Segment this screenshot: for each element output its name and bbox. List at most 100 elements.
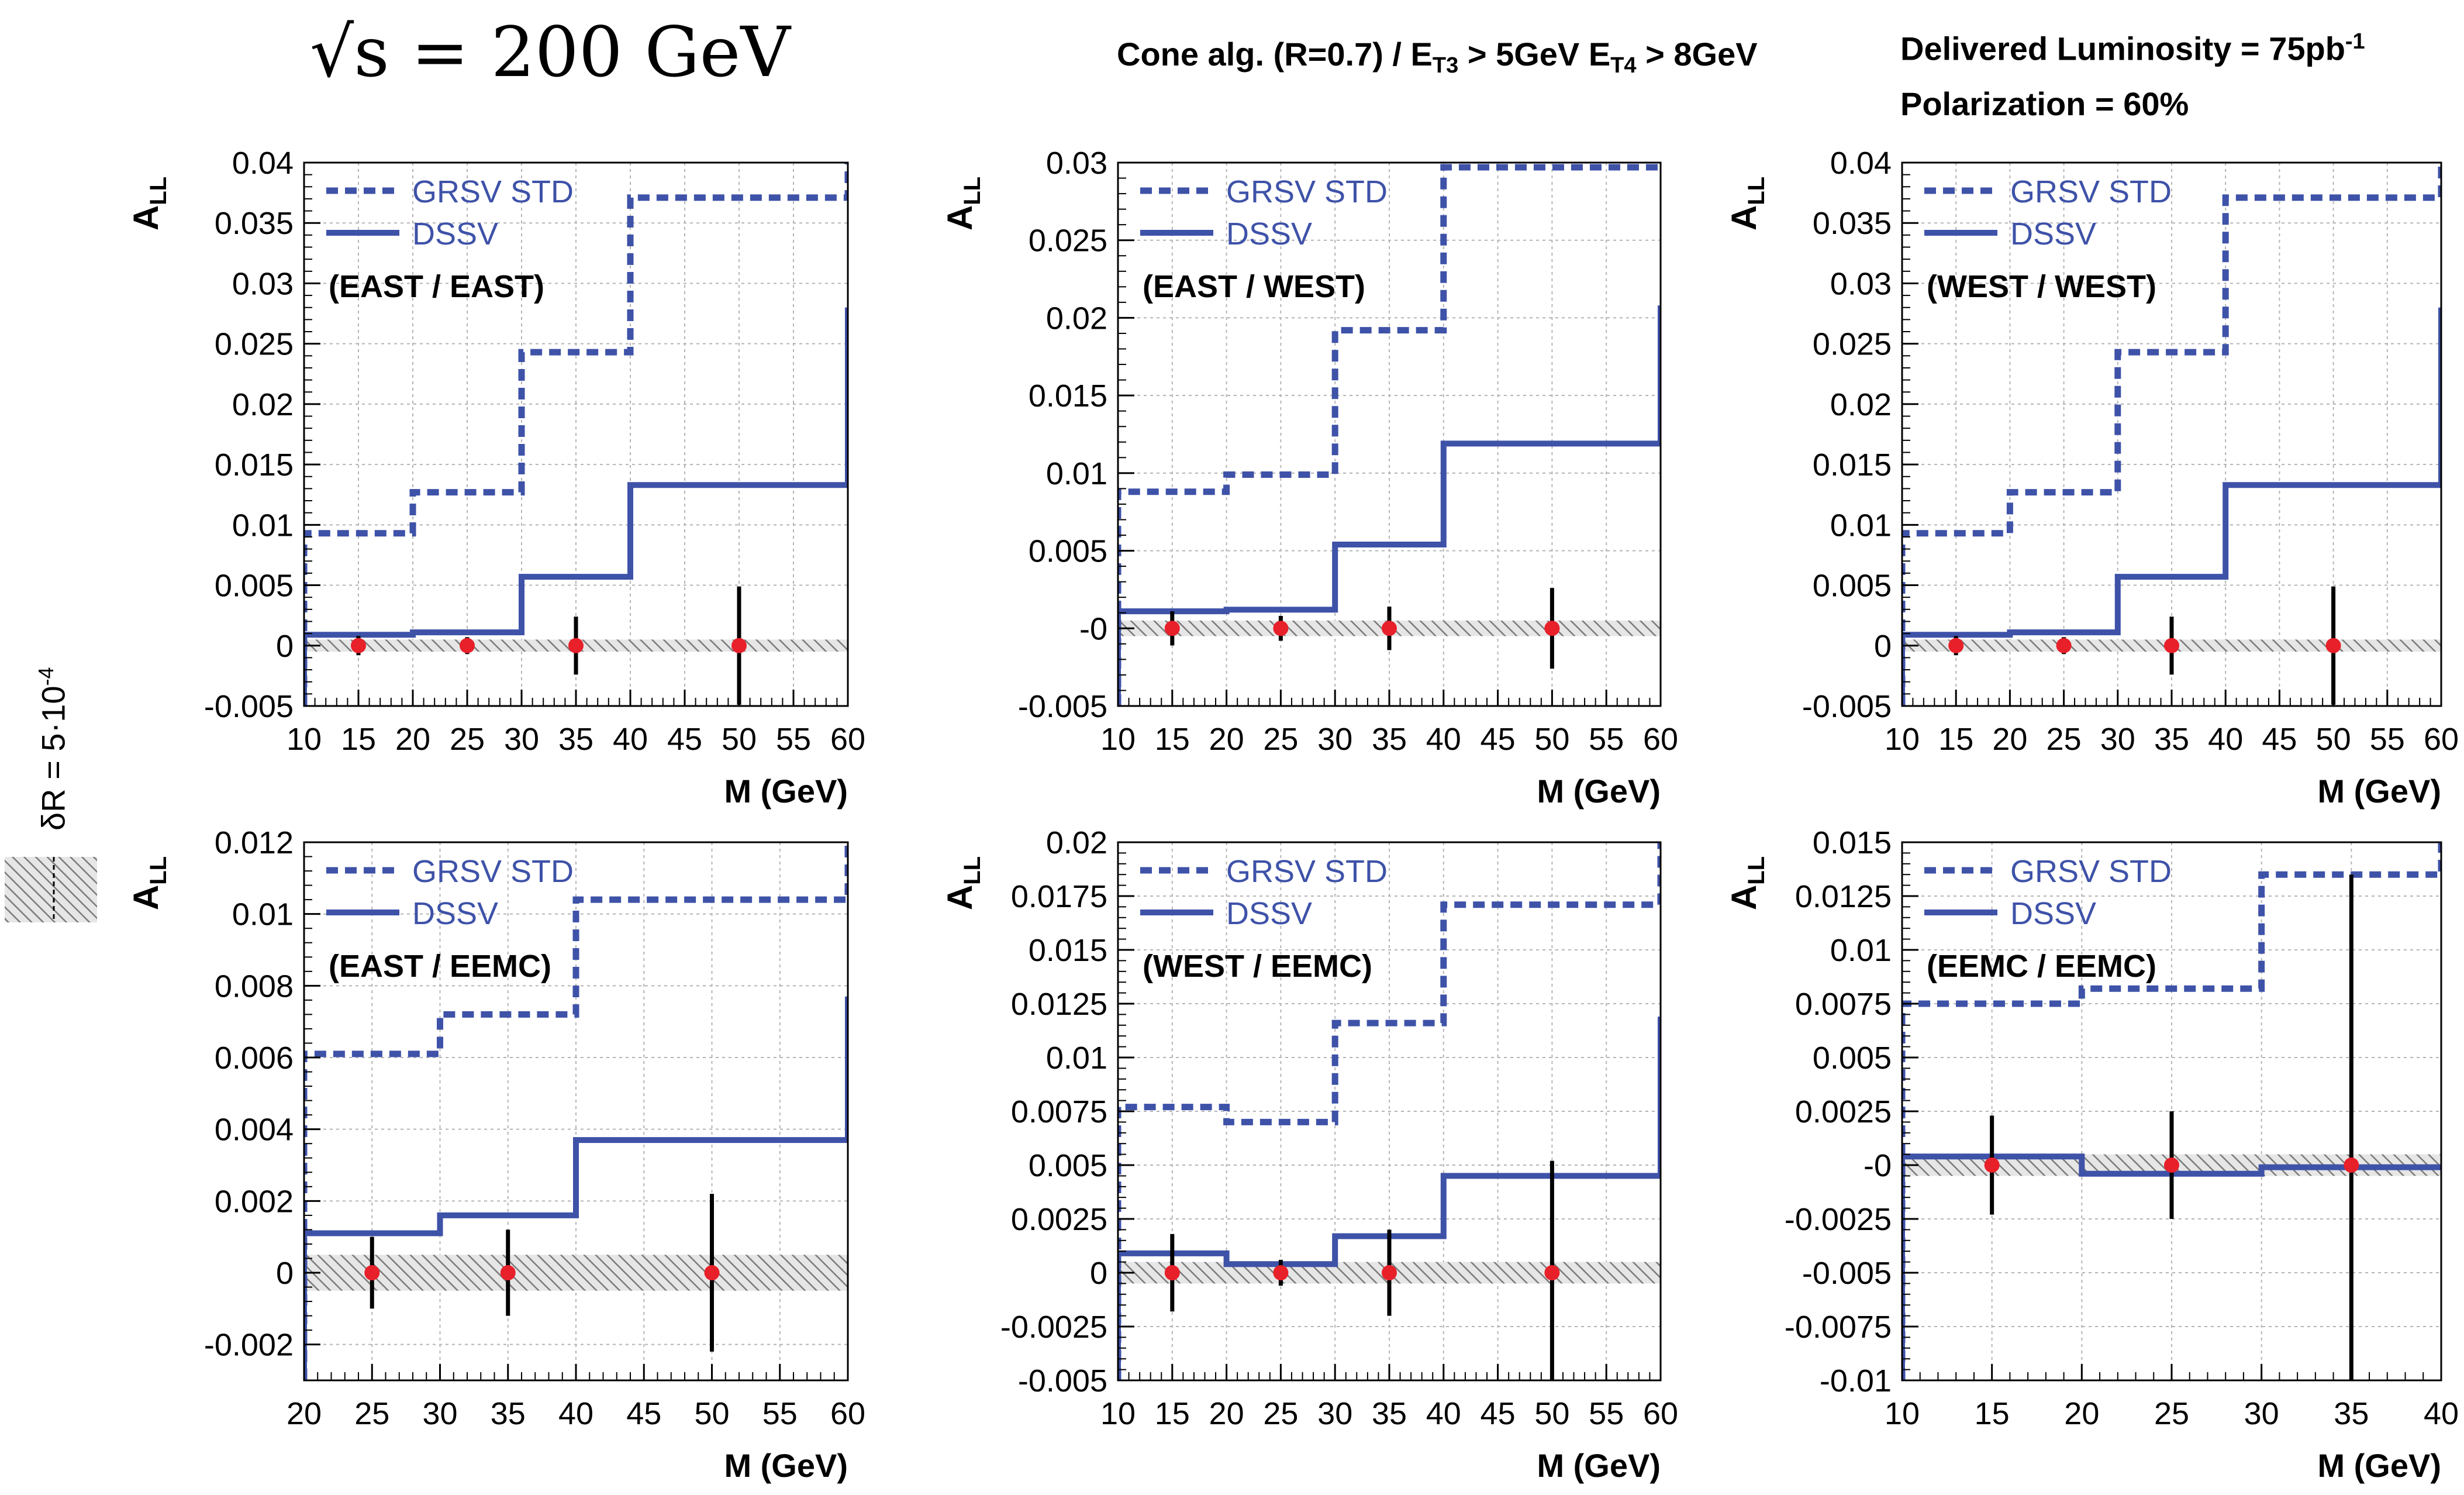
data-points [1164,1160,1560,1380]
x-tick-label: 10 [1885,722,1920,757]
x-tick-label: 30 [422,1396,457,1431]
data-points [364,1194,720,1352]
y-tick-label: -0.01 [1820,1363,1892,1398]
x-tick-label: 35 [491,1396,526,1431]
x-tick-label: 55 [762,1396,798,1431]
x-tick-label: 60 [1643,1396,1678,1431]
x-tick-label: 55 [776,722,811,757]
y-tick-label: 0.03 [1046,146,1107,181]
y-tick-label: 0.015 [1029,378,1107,414]
legend-grsv-label: GRSV STD [1226,174,1388,209]
y-tick-label: 0.01 [232,897,294,932]
data-point [1984,1158,2000,1173]
scale-uncertainty-band [304,1255,848,1291]
y-tick-label: 0.02 [232,387,294,422]
dssv-curve [1902,307,2441,706]
chart-panel-6: 10 15 20 25 30 35 40 -0.01 -0.0075 -0.005 -0.0025 -… [1724,825,2459,1484]
data-point [1164,621,1180,636]
chart-panel-1: 10 15 20 25 30 35 40 45 50 55 60 -0.005 0 0.005 0.01 0.… [126,146,865,809]
grsv-std-curve [1118,164,1661,706]
x-tick-label: 45 [667,722,702,757]
y-axis-label-main: A [126,205,165,230]
x-tick-label: 30 [1317,1396,1352,1431]
x-tick-label: 60 [830,722,865,757]
x-tick-label: 20 [1992,722,2027,757]
x-tick-label: 10 [1100,722,1136,757]
legend-grsv-label: GRSV STD [412,854,574,889]
x-tick-label: 20 [287,1396,322,1431]
x-tick-label: 55 [1589,1396,1624,1431]
x-tick-label: 50 [1534,722,1569,757]
legend-grsv-label: GRSV STD [2010,854,2172,889]
legend-dssv-label: DSSV [1226,896,1312,931]
x-tick-label: 10 [287,722,322,757]
y-tick-label: 0.02 [1830,387,1892,422]
axis-ticks: 10 15 20 25 30 35 40 -0.01 -0.0075 -0.005 -0.0025 -… [1785,825,2459,1431]
y-tick-label: 0.025 [215,327,294,362]
y-tick-label: -0.005 [1802,689,1892,724]
x-tick-label: 50 [694,1396,729,1431]
dssv-curve [304,996,848,1380]
y-tick-label: -0.005 [204,689,294,724]
legend-dssv-label: DSSV [1226,216,1312,252]
legend-dssv-label: DSSV [412,216,498,252]
data-point [460,638,475,653]
y-tick-label: 0.008 [215,969,294,1004]
dssv-curve [304,307,848,706]
data-points [1948,586,2341,705]
delta-r-band-key [5,857,97,922]
y-tick-label: 0.015 [1813,825,1892,860]
y-axis-label-main: A [126,885,165,910]
y-tick-label: 0.02 [1046,301,1107,336]
legend-dssv-label: DSSV [2010,216,2096,252]
x-tick-label: 40 [2424,1396,2459,1431]
x-axis-label: M (GeV) [1537,773,1661,809]
y-tick-label: 0.005 [1813,1041,1892,1076]
grsv-std-curve [1902,163,2441,706]
panel-label: (WEST / EEMC) [1143,949,1372,984]
series-group [304,842,848,1380]
x-tick-label: 25 [1263,722,1298,757]
data-point [1544,621,1560,636]
y-tick-label: 0.004 [215,1112,294,1148]
chart-panel-5: 10 15 20 25 30 35 40 45 50 55 60 -0.005 -0.0025 0 0.00… [940,825,1678,1484]
legend-grsv-label: GRSV STD [412,174,574,209]
y-tick-label: -0.005 [1018,1363,1107,1398]
data-point [704,1265,720,1280]
panel-label: (EAST / WEST) [1143,269,1365,304]
x-axis-label: M (GeV) [2317,1447,2441,1484]
x-tick-label: 45 [2262,722,2297,757]
x-tick-label: 25 [2154,1396,2189,1431]
y-axis-label-subscript: LL [1744,856,1769,885]
x-tick-label: 25 [450,722,485,757]
x-tick-label: 20 [1209,1396,1244,1431]
y-tick-label: 0.02 [1046,825,1107,860]
x-tick-label: 55 [1589,722,1624,757]
y-tick-label: 0.006 [215,1041,294,1076]
x-tick-label: 15 [1938,722,1973,757]
data-point [1382,1265,1397,1280]
y-tick-label: 0 [1090,1256,1107,1291]
data-point [1948,638,1964,653]
legend-grsv-label: GRSV STD [1226,854,1388,889]
y-axis-label: ALL [1724,177,1769,230]
axis-ticks: 10 15 20 25 30 35 40 45 50 55 60 -0.005 -0 0.005 0.01 0… [1018,146,1678,757]
x-tick-label: 35 [2334,1396,2369,1431]
y-axis-label: ALL [940,177,985,230]
axis-ticks: 10 15 20 25 30 35 40 45 50 55 60 -0.005 -0.0025 0 0.00… [1000,825,1678,1431]
x-tick-label: 60 [830,1396,865,1431]
y-tick-label: 0 [276,1256,294,1291]
x-tick-label: 55 [2370,722,2405,757]
chart-panel-3: 10 15 20 25 30 35 40 45 50 55 60 -0.005 0 0.005 0.01 0.… [1724,146,2459,809]
data-point [2164,1158,2179,1173]
y-tick-label: 0.012 [215,825,294,860]
legend: GRSV STD DSSV [1140,174,1388,252]
x-tick-label: 35 [1372,722,1407,757]
y-tick-label: 0.015 [1029,933,1107,968]
data-point [2325,638,2341,653]
y-axis-label-subscript: LL [1744,177,1769,205]
y-axis-label: ALL [126,856,171,910]
y-axis-label-main: A [940,205,979,230]
y-axis-label: ALL [940,856,985,910]
y-tick-label: 0.0125 [1011,987,1107,1022]
